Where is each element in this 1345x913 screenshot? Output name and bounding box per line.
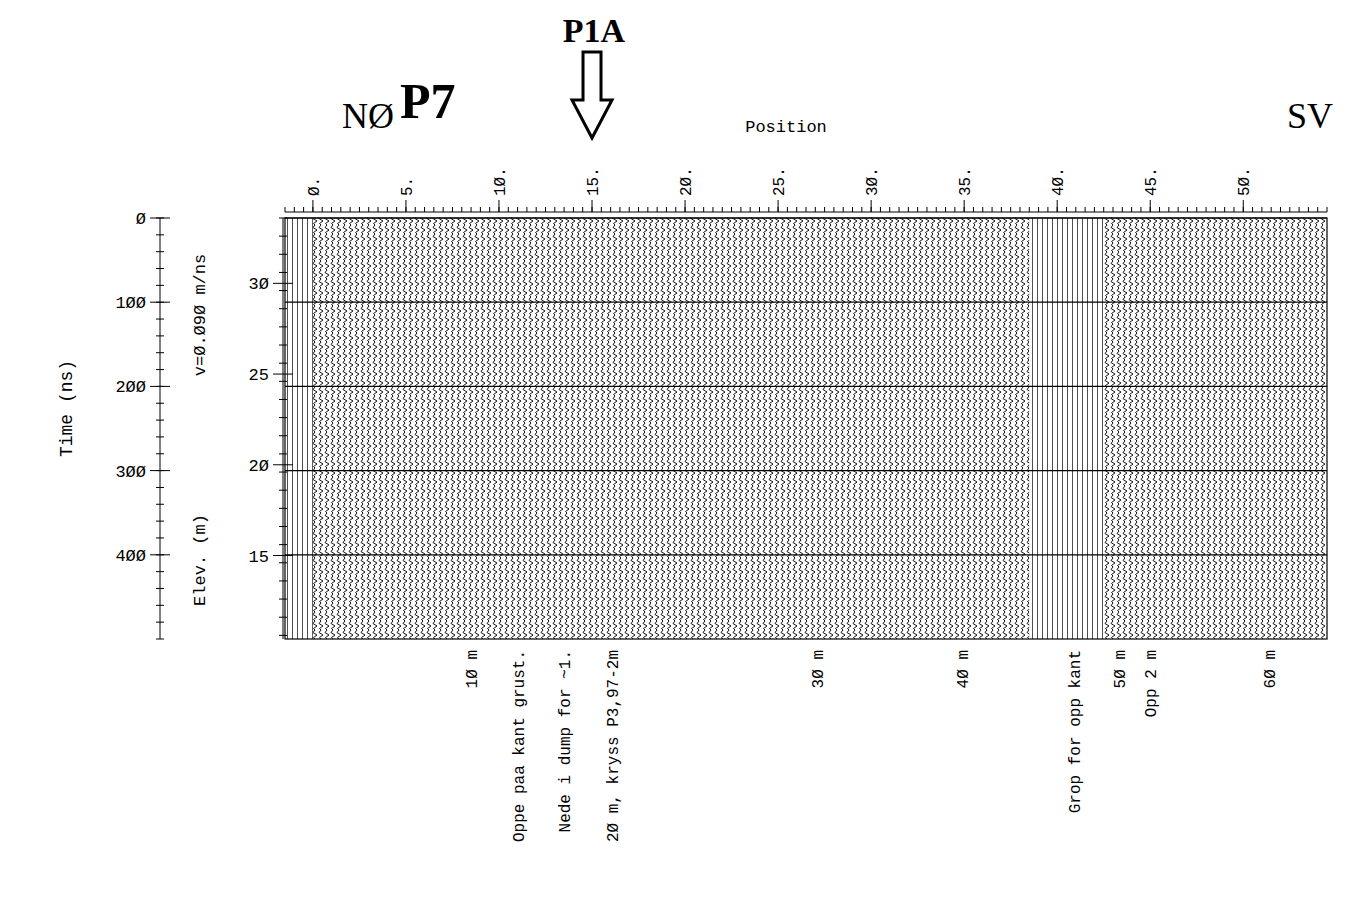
svg-text:Grop for opp kant: Grop for opp kant: [1067, 650, 1085, 813]
svg-text:3ØØ: 3ØØ: [115, 463, 146, 482]
svg-text:5Ø.: 5Ø.: [1236, 167, 1254, 196]
svg-text:Time (ns): Time (ns): [57, 360, 77, 457]
svg-text:3Ø: 3Ø: [249, 275, 269, 294]
svg-text:Ø: Ø: [136, 210, 146, 229]
svg-text:6Ø m: 6Ø m: [1262, 650, 1280, 688]
svg-text:25.: 25.: [771, 167, 789, 196]
svg-text:4Ø m: 4Ø m: [955, 650, 973, 688]
svg-text:15: 15: [249, 548, 269, 567]
svg-text:2ØØ: 2ØØ: [115, 378, 146, 397]
svg-text:P1A: P1A: [563, 12, 626, 49]
svg-text:15.: 15.: [585, 167, 603, 196]
svg-text:v=Ø.Ø9Ø m/ns: v=Ø.Ø9Ø m/ns: [191, 254, 210, 376]
svg-text:4Ø.: 4Ø.: [1050, 167, 1068, 196]
svg-text:4ØØ: 4ØØ: [115, 547, 146, 566]
svg-text:2Ø.: 2Ø.: [678, 167, 696, 196]
svg-text:35.: 35.: [957, 167, 975, 196]
svg-text:1ØØ: 1ØØ: [115, 294, 146, 313]
svg-text:1Ø.: 1Ø.: [492, 167, 510, 196]
svg-text:2Ø: 2Ø: [249, 457, 269, 476]
svg-text:SV: SV: [1287, 96, 1333, 136]
svg-text:3Ø m: 3Ø m: [810, 650, 828, 688]
svg-text:NØ: NØ: [342, 96, 394, 136]
svg-text:1Ø m: 1Ø m: [464, 650, 482, 688]
svg-text:Opp 2 m: Opp 2 m: [1143, 650, 1161, 717]
svg-text:Position: Position: [745, 118, 827, 137]
svg-text:Elev. (m): Elev. (m): [191, 514, 210, 606]
svg-text:25: 25: [249, 366, 269, 385]
svg-text:5Ø m: 5Ø m: [1112, 650, 1130, 688]
svg-text:P7: P7: [400, 73, 456, 129]
svg-text:45.: 45.: [1143, 167, 1161, 196]
svg-text:Oppe paa kant grust.: Oppe paa kant grust.: [511, 650, 529, 842]
svg-text:Ø.: Ø.: [306, 177, 324, 196]
svg-text:3Ø.: 3Ø.: [864, 167, 882, 196]
svg-text:5.: 5.: [399, 177, 417, 196]
svg-text:Nede i dump for ~1.: Nede i dump for ~1.: [557, 650, 575, 832]
svg-text:2Ø m, kryss P3,97-2m: 2Ø m, kryss P3,97-2m: [605, 650, 623, 842]
